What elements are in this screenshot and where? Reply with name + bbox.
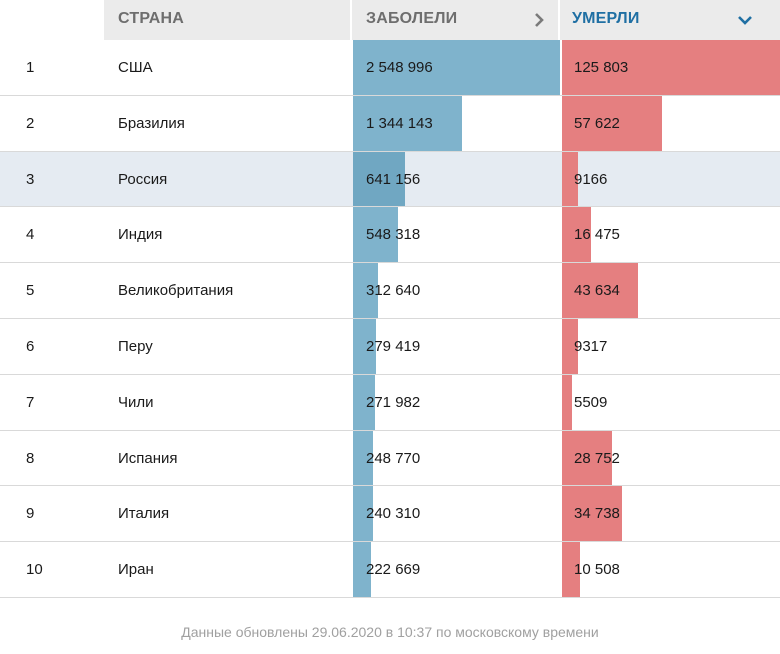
rank-cell: 2 bbox=[26, 114, 35, 132]
deaths-value: 125 803 bbox=[574, 59, 629, 76]
table-row: 4 Индия 548 318 16 475 bbox=[0, 207, 780, 264]
table-header: СТРАНА ЗАБОЛЕЛИ УМЕРЛИ bbox=[0, 0, 780, 40]
country-cell: Иран bbox=[118, 561, 154, 579]
table-row: 3 Россия 641 156 9166 bbox=[0, 151, 780, 208]
header-country-label: СТРАНА bbox=[118, 10, 185, 27]
country-cell: Россия bbox=[118, 170, 168, 188]
table-row: 7 Чили 271 982 5509 bbox=[0, 374, 780, 431]
header-deaths-sort-button[interactable]: УМЕРЛИ bbox=[560, 0, 780, 40]
table-row: 2 Бразилия 1 344 143 57 622 bbox=[0, 95, 780, 152]
cases-bar bbox=[353, 430, 374, 486]
cases-value: 1 344 143 bbox=[366, 114, 433, 132]
deaths-bar bbox=[562, 486, 623, 542]
cases-value: 279 419 bbox=[366, 337, 421, 355]
country-cell: Чили bbox=[118, 393, 154, 411]
country-cell: Перу bbox=[118, 337, 153, 355]
deaths-value: 10 508 bbox=[574, 561, 620, 579]
rank-cell: 1 bbox=[26, 59, 35, 76]
table-row: 9 Италия 240 310 34 738 bbox=[0, 486, 780, 543]
cases-value: 240 310 bbox=[366, 505, 421, 523]
deaths-value: 5509 bbox=[574, 393, 608, 411]
deaths-value: 28 752 bbox=[574, 449, 620, 467]
update-note: Данные обновлены 29.06.2020 в 10:37 по м… bbox=[181, 624, 599, 640]
deaths-bar bbox=[562, 207, 591, 263]
country-cell: Индия bbox=[118, 226, 163, 244]
cases-bar bbox=[353, 95, 463, 151]
cases-bar bbox=[353, 486, 373, 542]
country-cell: Испания bbox=[118, 449, 178, 467]
deaths-bar bbox=[562, 430, 612, 486]
rank-cell: 3 bbox=[26, 170, 35, 188]
header-cases-label: ЗАБОЛЕЛИ bbox=[366, 10, 458, 27]
cases-value: 2 548 996 bbox=[366, 59, 433, 76]
covid-stats-table: СТРАНА ЗАБОЛЕЛИ УМЕРЛИ 1 США 2 548 996 125 … bbox=[0, 0, 780, 598]
rank-cell: 5 bbox=[26, 282, 35, 300]
deaths-value: 9166 bbox=[574, 170, 608, 188]
table-body: 1 США 2 548 996 125 803 2 Бразилия 1 344 143 57… bbox=[0, 40, 780, 598]
deaths-bar bbox=[562, 374, 572, 430]
deaths-bar bbox=[562, 151, 578, 207]
cases-value: 548 318 bbox=[366, 226, 421, 244]
rank-cell: 7 bbox=[26, 393, 35, 411]
cases-value: 222 669 bbox=[366, 561, 421, 579]
deaths-value: 16 475 bbox=[574, 226, 620, 244]
rank-cell: 8 bbox=[26, 449, 35, 467]
country-cell: Бразилия bbox=[118, 114, 185, 132]
deaths-value: 9317 bbox=[574, 337, 608, 355]
deaths-value: 34 738 bbox=[574, 505, 620, 523]
table-row: 8 Испания 248 770 28 752 bbox=[0, 430, 780, 487]
chevron-down-icon bbox=[738, 16, 752, 25]
country-cell: Великобритания bbox=[118, 282, 234, 300]
rank-cell: 9 bbox=[26, 505, 35, 523]
rank-cell: 10 bbox=[26, 561, 43, 579]
country-cell: Италия bbox=[118, 505, 170, 523]
table-row: 6 Перу 279 419 9317 bbox=[0, 318, 780, 375]
cases-bar bbox=[353, 263, 379, 318]
deaths-bar bbox=[562, 263, 638, 318]
table-row: 5 Великобритания 312 640 43 634 bbox=[0, 263, 780, 319]
cases-value: 641 156 bbox=[366, 170, 421, 188]
cases-bar bbox=[353, 151, 406, 207]
cases-value: 271 982 bbox=[366, 393, 421, 411]
deaths-value: 43 634 bbox=[574, 282, 620, 300]
chevron-right-icon bbox=[535, 13, 544, 27]
cases-value: 312 640 bbox=[366, 282, 421, 300]
cases-bar bbox=[353, 318, 376, 374]
deaths-bar bbox=[562, 542, 581, 597]
table-row: 10 Иран 222 669 10 508 bbox=[0, 542, 780, 598]
country-cell: США bbox=[118, 59, 153, 76]
cases-value: 248 770 bbox=[366, 449, 421, 467]
cases-bar bbox=[353, 207, 398, 263]
header-country-cell: СТРАНА bbox=[104, 0, 350, 40]
header-cases-sort-button[interactable]: ЗАБОЛЕЛИ bbox=[352, 0, 558, 40]
deaths-bar bbox=[562, 40, 780, 95]
rank-cell: 4 bbox=[26, 226, 35, 244]
header-deaths-label: УМЕРЛИ bbox=[572, 10, 640, 27]
cases-bar bbox=[353, 40, 560, 95]
deaths-value: 57 622 bbox=[574, 114, 620, 132]
rank-cell: 6 bbox=[26, 337, 35, 355]
deaths-bar bbox=[562, 318, 579, 374]
cases-bar bbox=[353, 542, 372, 597]
table-row: 1 США 2 548 996 125 803 bbox=[0, 40, 780, 96]
cases-bar bbox=[353, 374, 376, 430]
deaths-bar bbox=[562, 95, 662, 151]
